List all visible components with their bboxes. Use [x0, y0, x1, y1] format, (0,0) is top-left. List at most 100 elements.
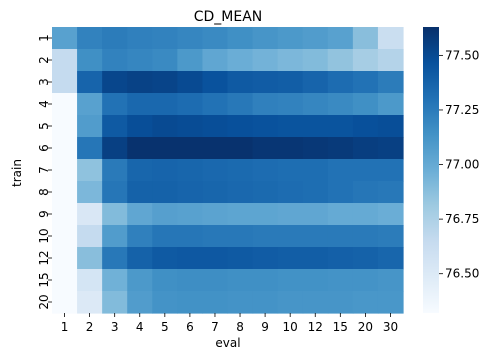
heatmap-cell	[127, 49, 153, 72]
y-tick-label: 9	[37, 210, 51, 218]
heatmap-cell	[102, 137, 128, 160]
heatmap-cell	[177, 49, 204, 72]
heatmap-cell	[152, 93, 178, 116]
heatmap-cell	[377, 115, 404, 138]
heatmap-cell	[277, 93, 304, 116]
heatmap-cell	[202, 225, 229, 248]
x-tick-label: 9	[261, 320, 269, 334]
heatmap-cell	[352, 71, 379, 94]
x-tick-label: 10	[283, 320, 298, 334]
heatmap-cell	[102, 203, 128, 226]
x-tick-label: 30	[383, 320, 398, 334]
heatmap-cell	[102, 93, 128, 116]
heatmap-cell	[227, 181, 254, 204]
heatmap-cell	[152, 203, 178, 226]
heatmap-cell	[252, 291, 279, 314]
heatmap-cell	[327, 115, 354, 138]
heatmap-cell	[277, 27, 304, 50]
heatmap-cell	[227, 291, 254, 314]
heatmap-cell	[302, 49, 329, 72]
y-tick-label: 7	[37, 166, 51, 174]
heatmap-cell	[227, 269, 254, 292]
heatmap-cell	[127, 71, 153, 94]
heatmap-cell	[102, 291, 128, 314]
x-tick-label: 3	[111, 320, 119, 334]
heatmap-cell	[227, 159, 254, 182]
heatmap-cell	[377, 203, 404, 226]
heatmap-cell	[202, 159, 229, 182]
y-tick-label: 3	[37, 78, 51, 86]
x-axis-label: eval	[215, 336, 240, 350]
x-tick-label: 20	[358, 320, 373, 334]
heatmap-cell	[327, 27, 354, 50]
heatmap-cell	[377, 93, 404, 116]
heatmap-cell	[52, 247, 78, 270]
heatmap-cell	[277, 159, 304, 182]
heatmap-cell	[302, 159, 329, 182]
y-tick-label: 1	[37, 34, 51, 42]
heatmap-cell	[302, 203, 329, 226]
heatmap-cell	[227, 203, 254, 226]
x-tick-label: 6	[186, 320, 194, 334]
colorbar-tick-label: 77.50	[445, 48, 479, 62]
heatmap-cell	[127, 93, 153, 116]
y-tick-label: 15	[37, 272, 51, 287]
heatmap-cell	[127, 115, 153, 138]
heatmap-cell	[302, 27, 329, 50]
heatmap-cell	[327, 49, 354, 72]
heatmap-cell	[102, 181, 128, 204]
y-tick-label: 20	[37, 294, 51, 309]
heatmap-cell	[152, 27, 178, 50]
heatmap-cell	[302, 291, 329, 314]
heatmap-cell	[302, 71, 329, 94]
heatmap-cell	[52, 181, 78, 204]
heatmap-cell	[52, 137, 78, 160]
heatmap-cell	[327, 159, 354, 182]
heatmap-cell	[202, 269, 229, 292]
heatmap-cell	[152, 181, 178, 204]
heatmap-cell	[77, 159, 103, 182]
heatmap-cell	[177, 115, 204, 138]
heatmap-cell	[52, 203, 78, 226]
heatmap-cell	[127, 247, 153, 270]
heatmap-cell	[127, 159, 153, 182]
heatmap-cell	[202, 93, 229, 116]
heatmap-cell	[227, 49, 254, 72]
heatmap-cell	[327, 225, 354, 248]
heatmap-cell	[252, 93, 279, 116]
heatmap-cell	[227, 137, 254, 160]
heatmap-cell	[177, 27, 204, 50]
heatmap-cell	[102, 225, 128, 248]
heatmap-cell	[327, 137, 354, 160]
heatmap-cell	[102, 115, 128, 138]
heatmap-cell	[52, 159, 78, 182]
heatmap-cell	[177, 291, 204, 314]
heatmap-cell	[252, 137, 279, 160]
heatmap-cell	[377, 49, 404, 72]
heatmap-cell	[202, 49, 229, 72]
heatmap-cell	[202, 137, 229, 160]
heatmap-cell	[352, 115, 379, 138]
x-tick-label: 8	[236, 320, 244, 334]
heatmap-cell	[277, 291, 304, 314]
heatmap-cell	[302, 137, 329, 160]
y-tick-label: 6	[37, 144, 51, 152]
heatmap-cell	[352, 49, 379, 72]
heatmap-cell	[227, 93, 254, 116]
heatmap-cell	[77, 137, 103, 160]
heatmap-cell	[177, 181, 204, 204]
heatmap-cell	[352, 269, 379, 292]
heatmap-cell	[52, 225, 78, 248]
heatmap-cell	[77, 93, 103, 116]
heatmap-cell	[202, 203, 229, 226]
heatmap-cell	[252, 159, 279, 182]
heatmap-cell	[377, 159, 404, 182]
heatmap-cell	[252, 115, 279, 138]
heatmap-cell	[327, 269, 354, 292]
heatmap-cell	[327, 181, 354, 204]
heatmap-cell	[77, 203, 103, 226]
heatmap-cell	[352, 27, 379, 50]
x-tick-label: 4	[136, 320, 144, 334]
heatmap-cell	[252, 203, 279, 226]
